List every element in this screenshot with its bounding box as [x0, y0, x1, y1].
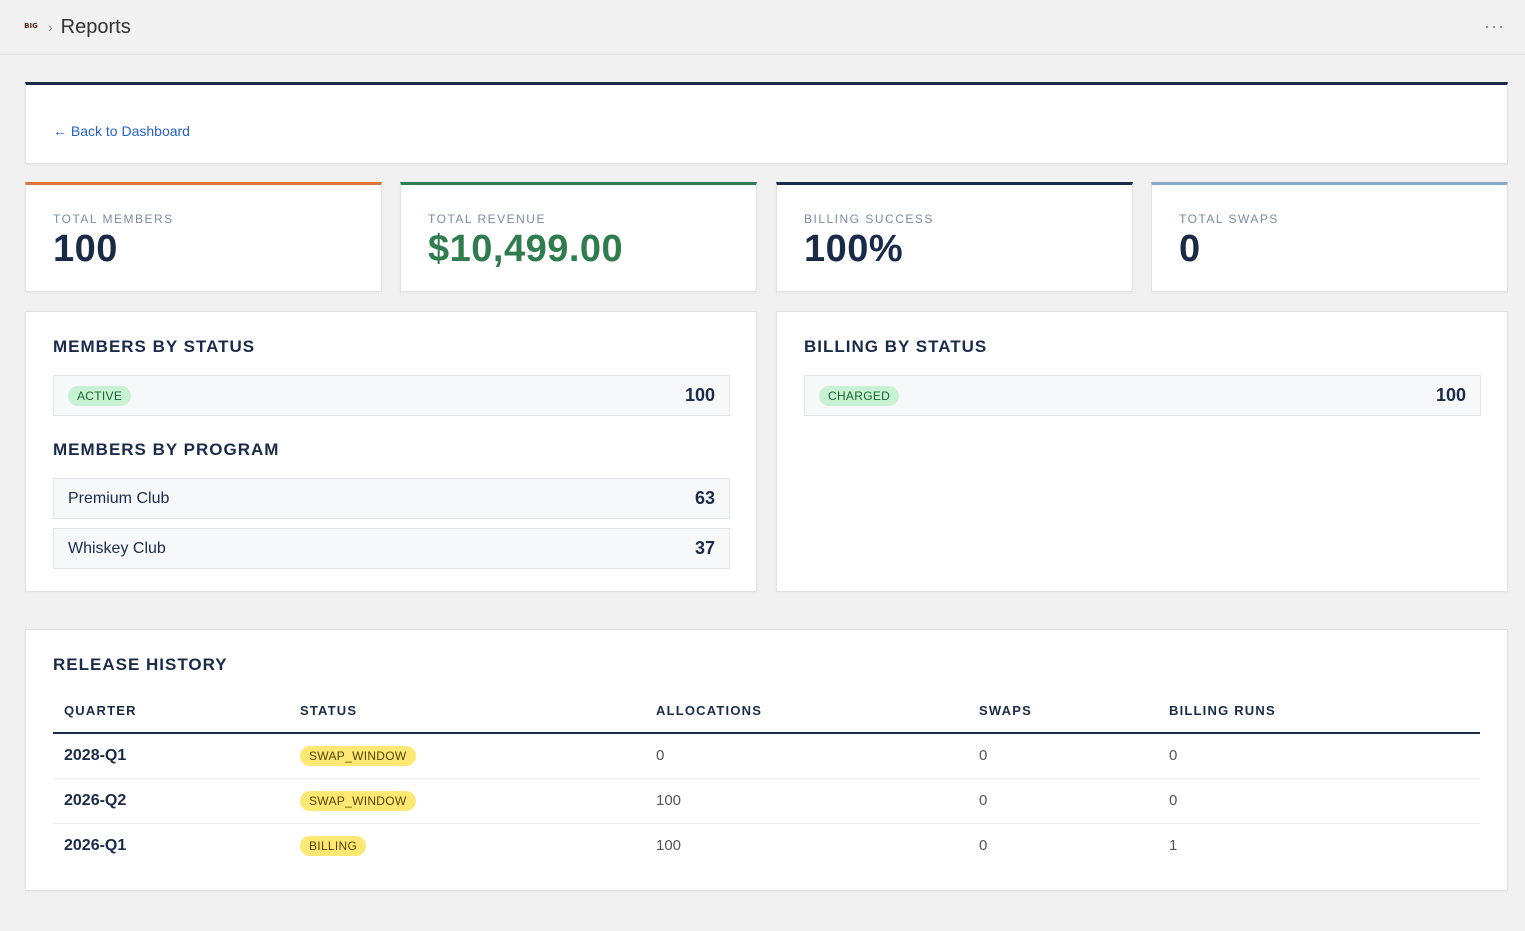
- column-header-swaps[interactable]: SWAPS: [968, 703, 1158, 734]
- billing-row-charged: CHARGED 100: [804, 375, 1481, 416]
- release-history-title: RELEASE HISTORY: [53, 655, 228, 674]
- program-name: Whiskey Club: [68, 539, 166, 557]
- chevron-right-icon: ›: [48, 19, 53, 35]
- status-badge: SWAP_WINDOW: [300, 790, 416, 811]
- status-badge: CHARGED: [819, 385, 900, 406]
- table-row[interactable]: 2026-Q2 SWAP_WINDOW 100 0 0: [53, 778, 1480, 824]
- status-badge: BILLING: [300, 835, 367, 856]
- billing-card: BILLING BY STATUS CHARGED 100: [776, 311, 1508, 592]
- cell-swaps: 0: [979, 837, 988, 855]
- column-header-quarter[interactable]: QUARTER: [53, 703, 289, 734]
- program-count: 37: [694, 538, 715, 558]
- cell-status: SWAP_WINDOW: [289, 733, 645, 779]
- table-header-row: QUARTER STATUS ALLOCATIONS SWAPS BILLING…: [53, 703, 1480, 734]
- stat-label: TOTAL MEMBERS: [53, 212, 174, 226]
- program-count: 63: [694, 488, 715, 508]
- more-options-icon[interactable]: ···: [1484, 16, 1505, 36]
- table-row[interactable]: 2026-Q1 BILLING 100 0 1: [53, 823, 1480, 868]
- stat-label: TOTAL SWAPS: [1179, 212, 1279, 226]
- stat-card-total-revenue: TOTAL REVENUE $10,499.00: [400, 182, 757, 292]
- column-header-status[interactable]: STATUS: [289, 703, 645, 734]
- stat-card-total-members: TOTAL MEMBERS 100: [25, 182, 382, 292]
- cell-allocations: 0: [645, 733, 968, 779]
- program-name: Premium Club: [68, 489, 170, 507]
- stat-label: BILLING SUCCESS: [804, 212, 934, 226]
- stat-value: 100%: [804, 228, 904, 270]
- program-row-premium-club: Premium Club 63: [53, 478, 730, 519]
- cell-billing-runs: 0: [1158, 733, 1480, 779]
- app-logo[interactable]: BIG: [24, 21, 38, 32]
- status-badge: SWAP_WINDOW: [300, 745, 416, 766]
- status-count: 100: [684, 385, 715, 405]
- cell-quarter: 2028-Q1: [53, 733, 289, 779]
- status-row-active: ACTIVE 100: [53, 375, 730, 416]
- stat-card-total-swaps: TOTAL SWAPS 0: [1151, 182, 1508, 292]
- stat-label: TOTAL REVENUE: [428, 212, 546, 226]
- back-to-dashboard-link[interactable]: ← Back to Dashboard: [53, 123, 190, 139]
- page-title: Reports: [60, 15, 131, 38]
- cell-billing-runs: 0: [1158, 778, 1480, 824]
- cell-quarter: 2026-Q1: [64, 836, 127, 854]
- column-header-billing-runs[interactable]: BILLING RUNS: [1158, 703, 1480, 734]
- release-history-table: QUARTER STATUS ALLOCATIONS SWAPS BILLING…: [53, 703, 1480, 868]
- members-by-program-title: MEMBERS BY PROGRAM: [53, 440, 280, 459]
- program-row-whiskey-club: Whiskey Club 37: [53, 528, 730, 569]
- release-history-card: RELEASE HISTORY QUARTER STATUS ALLOCATIO…: [25, 629, 1508, 891]
- cell-quarter: 2026-Q2: [53, 778, 289, 824]
- billing-by-status-title: BILLING BY STATUS: [804, 337, 988, 356]
- stat-value: 0: [1179, 228, 1201, 270]
- status-badge: ACTIVE: [68, 385, 132, 406]
- cell-status: BILLING: [289, 823, 645, 868]
- cell-allocations: 100: [645, 778, 968, 824]
- stat-card-billing-success: BILLING SUCCESS 100%: [776, 182, 1133, 292]
- cell-billing-runs: 1: [1169, 837, 1178, 855]
- cell-swaps: 0: [968, 733, 1158, 779]
- members-card: MEMBERS BY STATUS ACTIVE 100 MEMBERS BY …: [25, 311, 757, 592]
- billing-count: 100: [1435, 385, 1466, 405]
- table-row[interactable]: 2028-Q1 SWAP_WINDOW 0 0 0: [53, 733, 1480, 779]
- top-bar: BIG › Reports ···: [0, 0, 1525, 55]
- stat-value: 100: [53, 228, 118, 270]
- column-header-allocations[interactable]: ALLOCATIONS: [645, 703, 968, 734]
- back-card: ← Back to Dashboard: [25, 82, 1508, 164]
- cell-status: SWAP_WINDOW: [289, 778, 645, 824]
- logo-text: BIG: [24, 21, 38, 30]
- members-by-status-title: MEMBERS BY STATUS: [53, 337, 256, 356]
- cell-allocations: 100: [656, 837, 682, 855]
- stat-value: $10,499.00: [428, 228, 624, 270]
- cell-swaps: 0: [968, 778, 1158, 824]
